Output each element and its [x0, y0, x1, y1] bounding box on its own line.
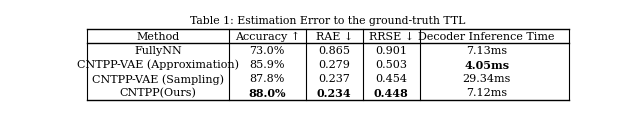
Text: 4.05ms: 4.05ms — [464, 59, 509, 70]
Text: 85.9%: 85.9% — [250, 60, 285, 70]
Text: RAE ↓: RAE ↓ — [316, 32, 353, 41]
Text: 88.0%: 88.0% — [248, 87, 286, 98]
Text: 0.279: 0.279 — [318, 60, 350, 70]
Text: 0.503: 0.503 — [375, 60, 407, 70]
Text: 7.13ms: 7.13ms — [466, 46, 508, 56]
Text: RRSE ↓: RRSE ↓ — [369, 32, 414, 41]
Text: 7.12ms: 7.12ms — [466, 88, 508, 98]
Text: Accuracy ↑: Accuracy ↑ — [235, 31, 300, 41]
Text: CNTPP-VAE (Approximation): CNTPP-VAE (Approximation) — [77, 59, 239, 70]
Text: 73.0%: 73.0% — [250, 46, 285, 56]
Text: 0.448: 0.448 — [374, 87, 408, 98]
Text: Method: Method — [136, 32, 180, 41]
Text: Table 1: Estimation Error to the ground-truth TTL: Table 1: Estimation Error to the ground-… — [190, 16, 466, 26]
Text: 29.34ms: 29.34ms — [463, 74, 511, 84]
Text: CNTPP-VAE (Sampling): CNTPP-VAE (Sampling) — [92, 73, 224, 84]
Text: FullyNN: FullyNN — [134, 46, 182, 56]
Text: 0.234: 0.234 — [317, 87, 351, 98]
Text: 87.8%: 87.8% — [250, 74, 285, 84]
Text: Decoder Inference Time: Decoder Inference Time — [419, 32, 555, 41]
Text: 0.237: 0.237 — [318, 74, 350, 84]
Text: CNTPP(Ours): CNTPP(Ours) — [120, 88, 196, 98]
Text: 0.865: 0.865 — [318, 46, 350, 56]
Text: 0.901: 0.901 — [375, 46, 407, 56]
Text: 0.454: 0.454 — [375, 74, 407, 84]
